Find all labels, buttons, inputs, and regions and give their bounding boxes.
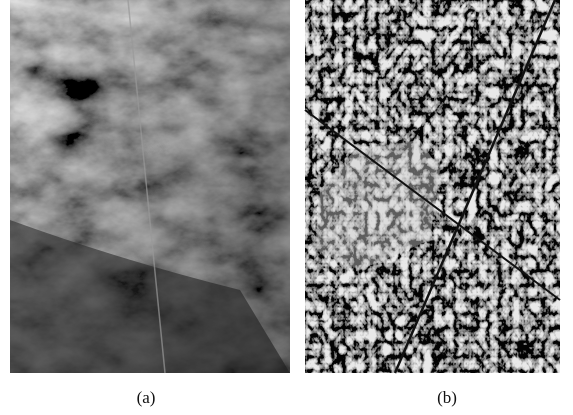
image-b — [305, 0, 560, 373]
figure-images — [0, 0, 573, 380]
panel-label: (b) — [417, 388, 477, 408]
panel-label: (a) — [116, 388, 176, 408]
figure: (a) (b) — [0, 0, 573, 415]
image-a — [10, 0, 290, 373]
